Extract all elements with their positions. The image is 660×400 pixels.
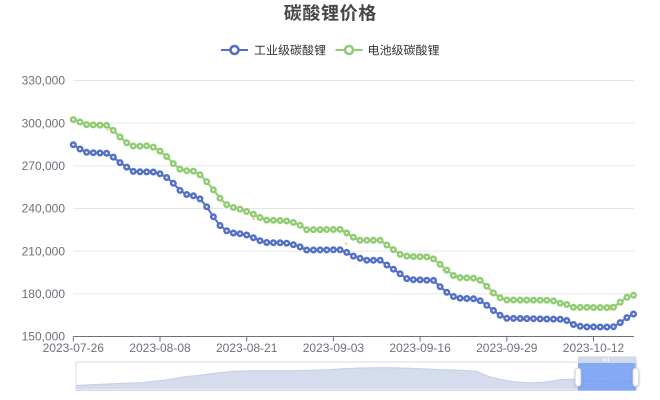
svg-text:2023-09-29: 2023-09-29: [476, 341, 538, 355]
svg-text:2023-09-03: 2023-09-03: [303, 341, 365, 355]
svg-text:270,000: 270,000: [22, 159, 66, 173]
svg-text:210,000: 210,000: [22, 244, 66, 258]
svg-text:240,000: 240,000: [22, 202, 66, 216]
svg-text:2023-09-16: 2023-09-16: [389, 341, 451, 355]
svg-text:2023-07-26: 2023-07-26: [43, 341, 105, 355]
svg-text:2023-08-08: 2023-08-08: [129, 341, 191, 355]
svg-text:330,000: 330,000: [22, 74, 66, 88]
svg-text:2023-10-12: 2023-10-12: [563, 341, 625, 355]
svg-text:300,000: 300,000: [22, 116, 66, 130]
svg-text:150,000: 150,000: [22, 330, 66, 344]
svg-text:180,000: 180,000: [22, 287, 66, 301]
svg-text:2023-08-21: 2023-08-21: [216, 341, 278, 355]
